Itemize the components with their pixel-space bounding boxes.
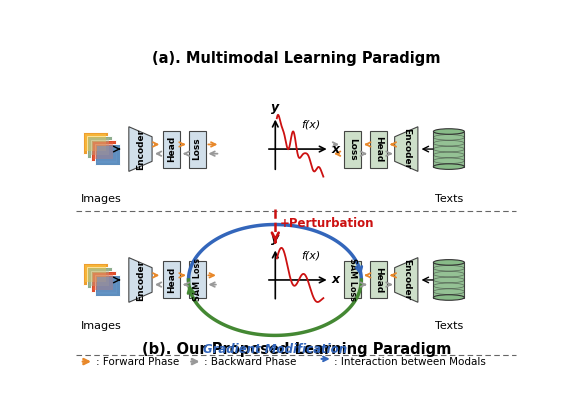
Polygon shape bbox=[188, 131, 206, 168]
Polygon shape bbox=[129, 257, 152, 302]
Ellipse shape bbox=[434, 295, 464, 300]
Polygon shape bbox=[370, 131, 387, 168]
Polygon shape bbox=[93, 273, 113, 290]
Polygon shape bbox=[89, 138, 109, 155]
Text: Encoder: Encoder bbox=[402, 129, 411, 170]
Ellipse shape bbox=[434, 129, 464, 134]
Text: : Forward Phase: : Forward Phase bbox=[95, 357, 179, 366]
Polygon shape bbox=[87, 136, 112, 157]
Polygon shape bbox=[163, 131, 180, 168]
Text: (b). Our Proposed Learning Paradigm: (b). Our Proposed Learning Paradigm bbox=[142, 342, 451, 357]
Text: Images: Images bbox=[81, 321, 122, 331]
Polygon shape bbox=[370, 262, 387, 298]
Polygon shape bbox=[95, 275, 120, 296]
Polygon shape bbox=[163, 262, 180, 298]
Polygon shape bbox=[95, 144, 120, 165]
Polygon shape bbox=[395, 257, 418, 302]
Text: Head: Head bbox=[374, 267, 383, 293]
Text: Encoder: Encoder bbox=[402, 259, 411, 301]
Polygon shape bbox=[129, 127, 152, 171]
Text: SAM Loss: SAM Loss bbox=[192, 258, 202, 302]
Text: f(x): f(x) bbox=[301, 251, 321, 260]
Polygon shape bbox=[97, 146, 117, 163]
Ellipse shape bbox=[434, 164, 464, 169]
Polygon shape bbox=[91, 271, 116, 292]
Polygon shape bbox=[93, 142, 113, 159]
Polygon shape bbox=[87, 267, 112, 288]
Polygon shape bbox=[434, 131, 464, 166]
Polygon shape bbox=[83, 263, 108, 285]
Polygon shape bbox=[434, 262, 464, 297]
Text: Loss: Loss bbox=[192, 138, 202, 160]
Polygon shape bbox=[86, 265, 106, 282]
Polygon shape bbox=[344, 131, 361, 168]
Polygon shape bbox=[344, 262, 361, 298]
Polygon shape bbox=[188, 262, 206, 298]
Text: Head: Head bbox=[167, 267, 176, 293]
Text: : Interaction between Modals: : Interaction between Modals bbox=[334, 357, 486, 366]
Text: SAM Loss: SAM Loss bbox=[349, 258, 357, 302]
Text: Texts: Texts bbox=[435, 194, 463, 204]
Polygon shape bbox=[89, 269, 109, 286]
Text: : Backward Phase: : Backward Phase bbox=[204, 357, 297, 366]
Text: f(x): f(x) bbox=[301, 120, 321, 129]
Ellipse shape bbox=[434, 259, 464, 265]
Polygon shape bbox=[97, 277, 117, 294]
Text: x: x bbox=[332, 273, 340, 286]
Text: x: x bbox=[332, 142, 340, 155]
Text: Texts: Texts bbox=[435, 321, 463, 331]
Text: Images: Images bbox=[81, 194, 122, 204]
Text: y: y bbox=[271, 232, 279, 244]
Text: Loss: Loss bbox=[349, 138, 357, 160]
Text: Head: Head bbox=[374, 136, 383, 162]
Polygon shape bbox=[395, 127, 418, 171]
Text: Encoder: Encoder bbox=[136, 129, 145, 170]
Text: (a). Multimodal Learning Paradigm: (a). Multimodal Learning Paradigm bbox=[152, 51, 440, 66]
Polygon shape bbox=[86, 134, 106, 151]
Polygon shape bbox=[83, 132, 108, 154]
Text: +Perturbation: +Perturbation bbox=[280, 217, 375, 230]
Text: y: y bbox=[271, 101, 279, 114]
Text: Gradient Modification: Gradient Modification bbox=[203, 343, 347, 356]
Polygon shape bbox=[91, 140, 116, 162]
Text: Encoder: Encoder bbox=[136, 259, 145, 301]
Text: Head: Head bbox=[167, 136, 176, 162]
